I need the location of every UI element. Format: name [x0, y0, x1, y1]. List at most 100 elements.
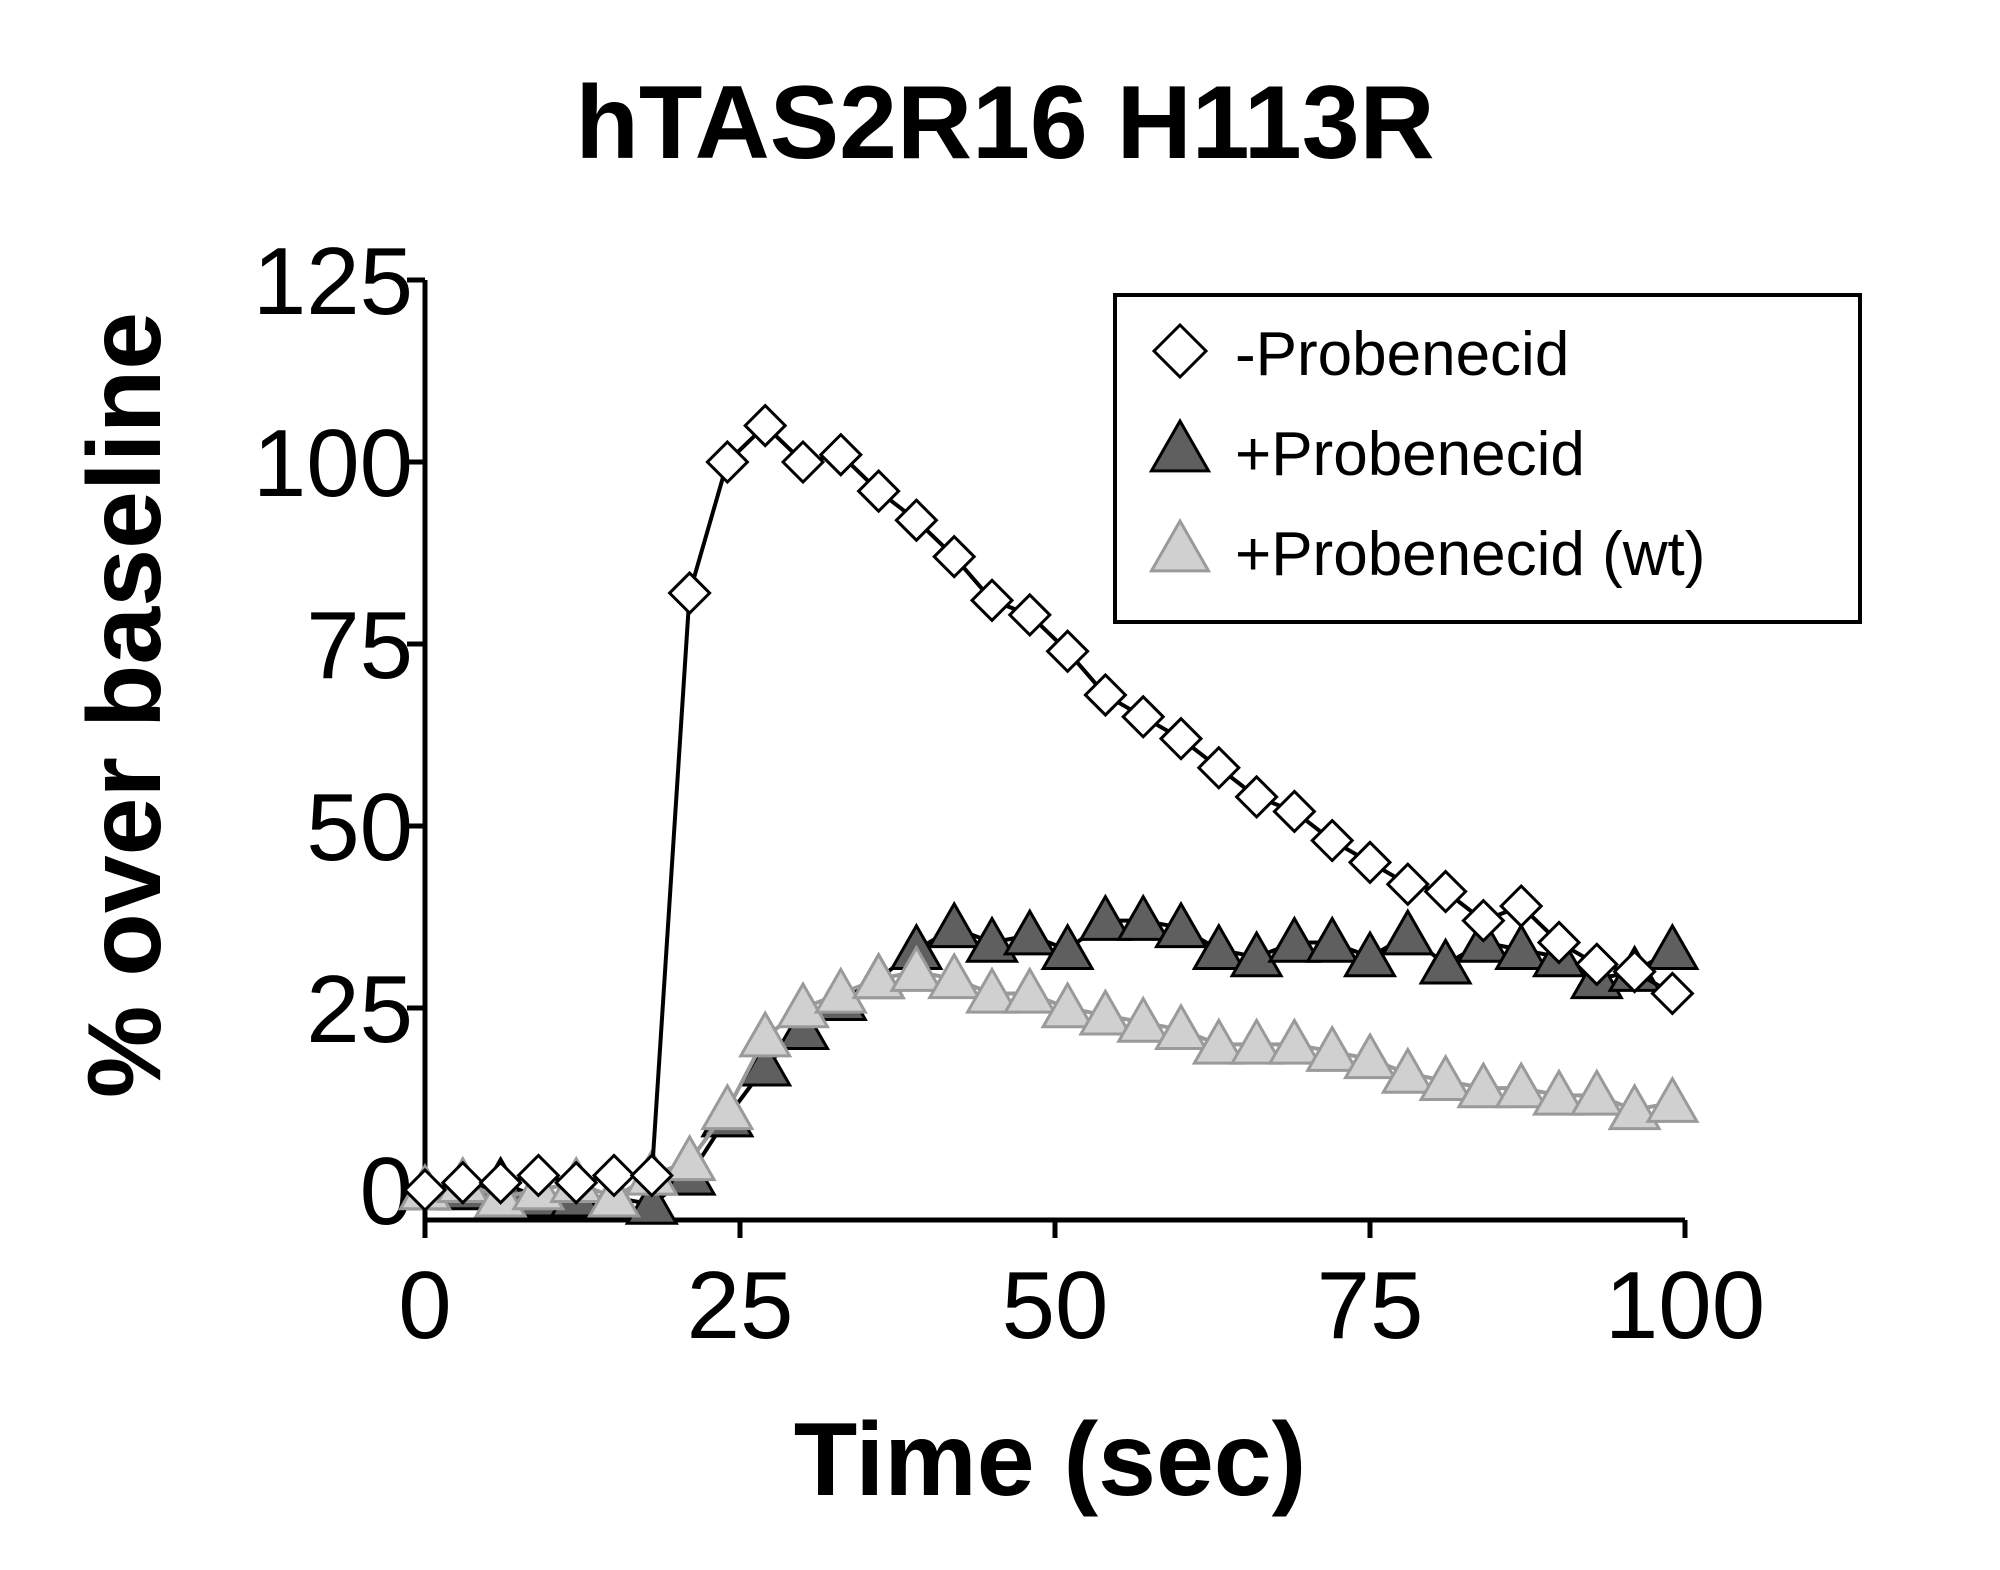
x-tick-label: 0 [398, 1252, 451, 1359]
data-point-triangle [1380, 1046, 1435, 1094]
data-point-triangle [889, 944, 944, 992]
y-tick-label: 25 [306, 956, 413, 1063]
data-point-triangle [1078, 988, 1133, 1036]
data-point-triangle [1153, 1002, 1209, 1051]
data-point-diamond [1196, 745, 1241, 790]
data-point-diamond [1574, 942, 1619, 987]
data-point-triangle [775, 980, 831, 1029]
x-tick-label: 50 [1002, 1252, 1109, 1359]
data-point-diamond [1612, 949, 1657, 994]
data-point-diamond [516, 1153, 561, 1198]
data-point-diamond [1499, 883, 1544, 929]
data-point-triangle [700, 1082, 755, 1131]
data-point-triangle [1002, 908, 1057, 956]
data-point-diamond [894, 498, 939, 543]
data-point-diamond [818, 432, 863, 477]
data-point-triangle [1116, 893, 1171, 941]
data-point-triangle [927, 951, 982, 1000]
legend-label: -Probenecid [1235, 320, 1569, 389]
legend-box [1113, 293, 1862, 624]
data-point-triangle [1305, 915, 1360, 963]
legend-marker-triangle [1148, 517, 1212, 573]
data-point-diamond [1385, 862, 1430, 907]
x-tick-label: 25 [687, 1252, 794, 1359]
data-point-triangle [1267, 1017, 1322, 1065]
data-point-triangle [1229, 1017, 1284, 1065]
data-point-triangle [1116, 995, 1171, 1043]
legend-marker-triangle [1148, 417, 1212, 473]
data-point-triangle [738, 1010, 793, 1058]
data-point-diamond [1272, 789, 1317, 834]
x-tick-label: 100 [1605, 1252, 1765, 1359]
data-point-diamond [554, 1160, 599, 1205]
legend-label: +Probenecid [1235, 420, 1585, 489]
legend-marker-diamond [1151, 322, 1209, 380]
data-point-triangle [1418, 1053, 1473, 1102]
data-point-triangle [1078, 893, 1133, 941]
data-point-diamond [780, 439, 826, 485]
data-point-triangle [1645, 922, 1700, 970]
series-layer [397, 403, 1700, 1225]
data-point-triangle [1342, 1031, 1398, 1080]
x-axis-ticks: 0 25 50 75 100 [398, 1220, 1765, 1359]
x-tick-label: 75 [1317, 1252, 1424, 1359]
data-point-diamond [478, 1160, 523, 1205]
data-point-triangle [1002, 966, 1057, 1014]
data-point-diamond [1536, 920, 1582, 965]
data-point-triangle [1380, 908, 1435, 956]
data-point-diamond [402, 1167, 448, 1213]
data-point-diamond [1310, 818, 1355, 863]
data-point-diamond [1461, 898, 1506, 943]
data-point-diamond [705, 439, 750, 485]
data-point-triangle [851, 951, 906, 1000]
data-point-triangle [1494, 922, 1549, 970]
data-point-triangle [1569, 1068, 1624, 1116]
data-point-diamond [629, 1153, 674, 1198]
data-point-diamond [591, 1153, 637, 1198]
data-point-diamond [1234, 774, 1279, 820]
data-point-triangle [927, 900, 982, 949]
y-tick-label: 75 [306, 592, 413, 699]
data-point-diamond [1083, 672, 1128, 718]
y-tick-label: 100 [253, 410, 413, 517]
data-point-triangle [662, 1133, 717, 1182]
y-tick-label: 50 [306, 774, 413, 881]
data-point-triangle [1040, 980, 1095, 1029]
data-point-diamond [1423, 869, 1468, 914]
data-point-triangle [1153, 900, 1209, 949]
series-minus-probenecid [402, 403, 1695, 1213]
data-point-triangle [1267, 915, 1322, 963]
y-tick-label: 125 [253, 228, 413, 335]
data-point-triangle [1607, 1082, 1662, 1131]
data-point-diamond [440, 1160, 485, 1205]
data-point-triangle [1305, 1024, 1360, 1072]
data-point-diamond [1007, 592, 1052, 638]
data-point-triangle [964, 915, 1020, 963]
data-point-triangle [813, 966, 868, 1014]
legend-label: +Probenecid (wt) [1235, 520, 1705, 589]
data-point-triangle [1191, 1017, 1246, 1065]
y-tick-label: 0 [360, 1138, 413, 1245]
y-axis-ticks: 0 25 50 75 100 125 [253, 228, 425, 1245]
data-point-diamond [856, 468, 901, 514]
data-point-diamond [667, 570, 712, 616]
data-point-triangle [1531, 1068, 1587, 1116]
data-point-triangle [1456, 1061, 1511, 1109]
data-point-triangle [1645, 1075, 1700, 1123]
data-point-triangle [624, 1177, 679, 1225]
data-point-diamond [1158, 716, 1204, 761]
data-point-diamond [1045, 629, 1090, 674]
data-point-diamond [1347, 840, 1393, 885]
x-axis-title: Time (sec) [794, 1402, 1307, 1518]
y-axis-title: % over baseline [67, 312, 183, 1098]
data-point-triangle [1040, 922, 1095, 970]
chart-title: hTAS2R16 H113R [575, 65, 1434, 181]
data-point-triangle [1229, 930, 1284, 978]
data-point-diamond [932, 534, 977, 579]
data-point-diamond [1650, 971, 1695, 1016]
data-point-triangle [1494, 1061, 1549, 1109]
data-point-triangle [1191, 922, 1246, 970]
data-point-diamond [1121, 694, 1166, 739]
data-point-diamond [743, 403, 788, 448]
